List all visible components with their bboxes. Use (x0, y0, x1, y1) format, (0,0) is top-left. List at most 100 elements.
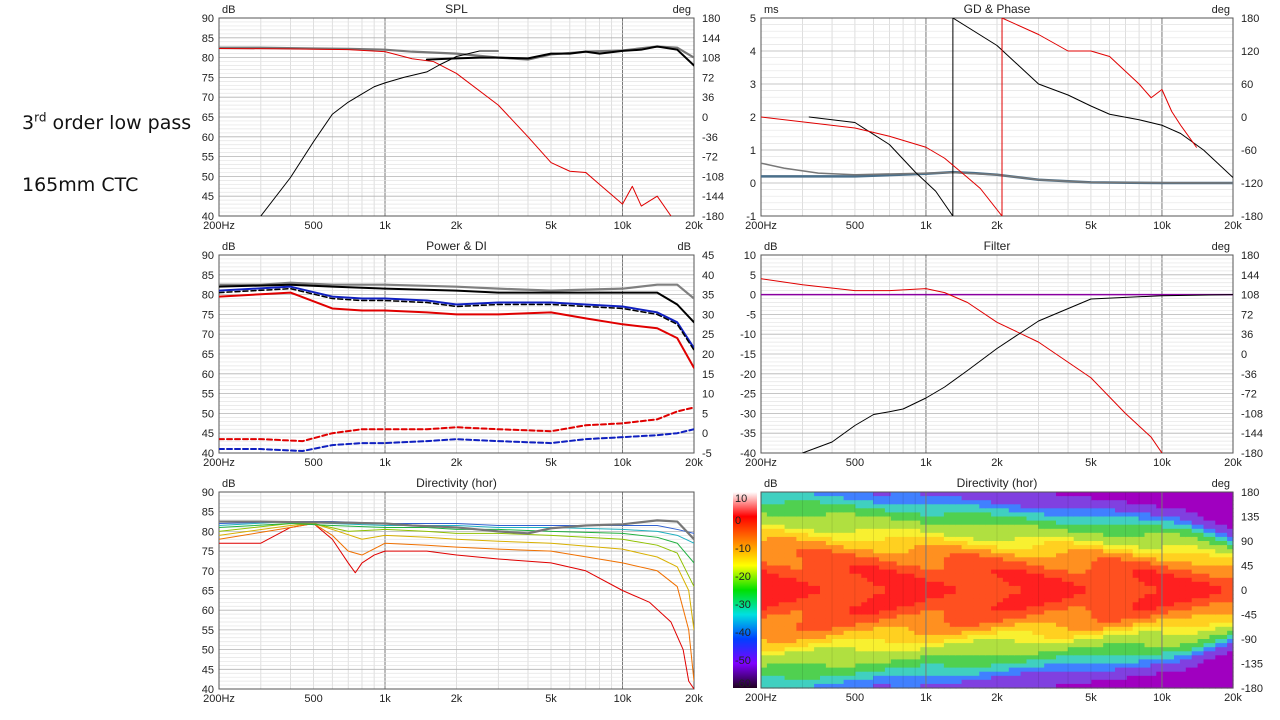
heatmap-cell (1008, 512, 1016, 518)
heatmap-cell (873, 573, 880, 579)
heatmap-cell (1056, 598, 1063, 603)
heatmap-cell (1026, 671, 1033, 677)
heatmap-cell (1109, 565, 1116, 571)
heatmap-cell (861, 639, 868, 644)
heatmap-cell (837, 614, 845, 620)
heatmap-cell (1203, 492, 1210, 497)
heatmap-cell (784, 606, 792, 611)
heatmap-cell (1103, 496, 1110, 501)
heatmap-cell (778, 549, 786, 554)
heatmap-cell (1067, 528, 1075, 534)
heatmap-cell (961, 569, 969, 575)
heatmap-cell (1209, 577, 1216, 583)
heatmap-cell (1162, 634, 1169, 640)
heatmap-cell (967, 594, 974, 599)
heatmap-cell (1209, 663, 1216, 669)
heatmap-cell (949, 504, 957, 509)
heatmap-cell (879, 577, 886, 583)
heatmap-cell (943, 643, 951, 648)
heatmap-cell (938, 504, 945, 509)
heatmap-cell (1144, 504, 1151, 509)
heatmap-cell (1221, 524, 1228, 530)
spl-chart: 4045505560657075808590-180-144-108-72-36… (202, 2, 724, 232)
heatmap-cell (825, 639, 833, 644)
heatmap-cell (820, 671, 827, 677)
heatmap-cell (1073, 557, 1081, 562)
heatmap-cell (1191, 573, 1199, 579)
heatmap-cell (1126, 492, 1134, 497)
heatmap-cell (831, 675, 839, 681)
heatmap-cell (1079, 500, 1087, 505)
heatmap-cell (802, 549, 809, 554)
heatmap-cell (1144, 512, 1151, 518)
heatmap-cell (902, 679, 910, 685)
heatmap-cell (1203, 602, 1210, 607)
heatmap-cell (1215, 553, 1222, 558)
heatmap-cell (884, 634, 892, 640)
heatmap-cell (879, 618, 886, 624)
heatmap-cell (766, 569, 774, 575)
heatmap-cell (926, 516, 933, 522)
heatmap-cell (1132, 512, 1140, 518)
heatmap-cell (1115, 675, 1122, 681)
heatmap-cell (1215, 655, 1222, 660)
heatmap-cell (955, 573, 963, 579)
heatmap-cell (1109, 561, 1116, 567)
heatmap-cell (997, 561, 1004, 567)
heatmap-cell (985, 614, 992, 620)
heatmap-cell (908, 602, 915, 607)
heatmap-cell (790, 602, 797, 607)
heatmap-cell (778, 528, 786, 534)
heatmap-cell (1061, 683, 1069, 689)
heatmap-cell (1085, 647, 1092, 652)
heatmap-cell (1038, 536, 1045, 542)
heatmap-cell (1008, 683, 1016, 689)
heatmap-cell (985, 581, 992, 587)
y2-tick-label: 30 (702, 309, 714, 321)
y2-tick-label: -180 (1241, 448, 1263, 460)
heatmap-cell (1085, 581, 1092, 587)
heatmap-cell (1073, 512, 1081, 518)
heatmap-cell (814, 541, 821, 546)
heatmap-cell (955, 496, 963, 501)
heatmap-cell (1179, 557, 1187, 562)
heatmap-cell (1103, 667, 1110, 673)
heatmap-cell (967, 581, 974, 587)
heatmap-cell (1103, 610, 1110, 616)
heatmap-cell (943, 679, 951, 685)
heatmap-cell (973, 541, 980, 546)
heatmap-cell (873, 512, 880, 518)
heatmap-cell (961, 492, 969, 497)
heatmap-cell (796, 553, 803, 558)
heatmap-cell (861, 594, 868, 599)
heatmap-cell (1085, 549, 1092, 554)
heatmap-cell (1168, 651, 1175, 656)
heatmap-cell (1115, 565, 1122, 571)
heatmap-cell (784, 561, 792, 567)
heatmap-cell (1079, 622, 1087, 628)
heatmap-cell (890, 500, 898, 505)
heatmap-cell (884, 606, 892, 611)
heatmap-cell (861, 585, 868, 591)
heatmap-cell (908, 663, 915, 669)
heatmap-cell (920, 610, 927, 616)
heatmap-cell (1174, 618, 1181, 624)
heatmap-cell (1056, 492, 1063, 497)
heatmap-cell (1132, 545, 1140, 550)
heatmap-cell (1014, 569, 1022, 575)
heatmap-cell (1132, 516, 1140, 522)
heatmap-cell (1179, 606, 1187, 611)
heatmap-cell (884, 667, 892, 673)
heatmap-cell (1156, 602, 1163, 607)
heatmap-cell (1126, 590, 1134, 595)
heatmap-cell (1050, 528, 1057, 534)
heatmap-cell (902, 614, 910, 620)
heatmap-cell (938, 602, 945, 607)
heatmap-cell (873, 508, 880, 513)
heatmap-cell (1174, 590, 1181, 595)
heatmap-cell (825, 679, 833, 685)
heatmap-cell (1174, 606, 1181, 611)
heatmap-cell (1120, 671, 1128, 677)
heatmap-cell (1050, 504, 1057, 509)
heatmap-cell (1038, 492, 1045, 497)
